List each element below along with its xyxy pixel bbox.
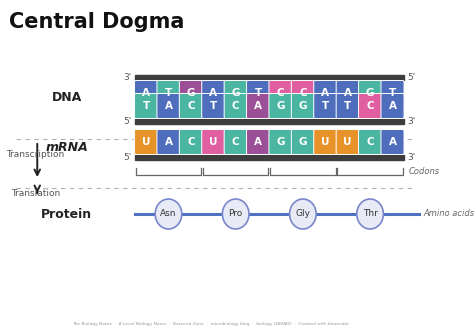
Text: G: G	[299, 137, 307, 147]
FancyBboxPatch shape	[135, 80, 157, 106]
Text: C: C	[232, 101, 239, 111]
Text: DNA: DNA	[51, 91, 82, 104]
Text: G: G	[231, 88, 240, 98]
Text: T: T	[322, 101, 329, 111]
Text: 3': 3'	[407, 153, 416, 162]
Text: C: C	[187, 101, 195, 111]
Text: Protein: Protein	[41, 208, 92, 220]
FancyBboxPatch shape	[224, 94, 247, 119]
FancyBboxPatch shape	[179, 80, 202, 106]
Text: G: G	[366, 88, 374, 98]
FancyBboxPatch shape	[224, 129, 247, 154]
Text: G: G	[276, 137, 285, 147]
Text: A: A	[164, 101, 173, 111]
FancyBboxPatch shape	[202, 94, 225, 119]
FancyBboxPatch shape	[314, 94, 337, 119]
FancyBboxPatch shape	[381, 129, 404, 154]
Text: T: T	[389, 88, 396, 98]
FancyBboxPatch shape	[336, 94, 359, 119]
Text: A: A	[254, 101, 262, 111]
Text: Asn: Asn	[160, 209, 177, 218]
Text: G: G	[187, 88, 195, 98]
Text: 5': 5'	[123, 117, 131, 126]
Text: A: A	[321, 88, 329, 98]
Text: Transcription: Transcription	[6, 150, 64, 159]
Text: C: C	[366, 101, 374, 111]
Text: 5': 5'	[407, 73, 416, 82]
Text: Codons: Codons	[409, 167, 440, 176]
FancyBboxPatch shape	[269, 94, 292, 119]
Text: A: A	[209, 88, 217, 98]
Text: U: U	[209, 137, 218, 147]
Text: U: U	[344, 137, 352, 147]
Bar	[135, 75, 404, 80]
Text: C: C	[232, 137, 239, 147]
Text: 3': 3'	[407, 117, 416, 126]
Bar	[135, 155, 404, 160]
Text: G: G	[299, 101, 307, 111]
FancyBboxPatch shape	[314, 129, 337, 154]
Text: C: C	[187, 137, 195, 147]
Text: A: A	[142, 88, 150, 98]
Text: 3': 3'	[123, 73, 131, 82]
Bar	[135, 119, 404, 124]
Text: A: A	[254, 137, 262, 147]
Text: C: C	[299, 88, 307, 98]
Text: G: G	[276, 101, 285, 111]
FancyBboxPatch shape	[269, 80, 292, 106]
Text: U: U	[142, 137, 150, 147]
FancyBboxPatch shape	[292, 129, 314, 154]
FancyBboxPatch shape	[292, 94, 314, 119]
FancyBboxPatch shape	[135, 94, 157, 119]
FancyBboxPatch shape	[179, 94, 202, 119]
Text: A: A	[389, 101, 396, 111]
Text: Pro: Pro	[228, 209, 243, 218]
FancyBboxPatch shape	[358, 80, 382, 106]
Circle shape	[222, 199, 249, 229]
Text: U: U	[321, 137, 329, 147]
Text: Translation: Translation	[11, 189, 60, 198]
Circle shape	[357, 199, 383, 229]
Text: Thr: Thr	[363, 209, 377, 218]
FancyBboxPatch shape	[157, 80, 180, 106]
Text: T: T	[142, 101, 150, 111]
Text: C: C	[277, 88, 284, 98]
Text: T: T	[210, 101, 217, 111]
FancyBboxPatch shape	[269, 129, 292, 154]
Text: A: A	[344, 88, 352, 98]
FancyBboxPatch shape	[381, 80, 404, 106]
FancyBboxPatch shape	[179, 129, 202, 154]
Text: C: C	[366, 137, 374, 147]
FancyBboxPatch shape	[381, 94, 404, 119]
FancyBboxPatch shape	[135, 129, 157, 154]
Text: A: A	[164, 137, 173, 147]
FancyBboxPatch shape	[202, 80, 225, 106]
Text: The Biology Notes  ·  A Level Biology Notes  ·  Bacteria Zone  ·  microbiology b: The Biology Notes · A Level Biology Note…	[72, 322, 349, 326]
FancyBboxPatch shape	[314, 80, 337, 106]
FancyBboxPatch shape	[246, 94, 270, 119]
Text: Central Dogma: Central Dogma	[9, 12, 184, 32]
FancyBboxPatch shape	[157, 94, 180, 119]
FancyBboxPatch shape	[358, 94, 382, 119]
Text: T: T	[255, 88, 262, 98]
FancyBboxPatch shape	[358, 129, 382, 154]
Text: A: A	[389, 137, 396, 147]
FancyBboxPatch shape	[336, 129, 359, 154]
Text: mRNA: mRNA	[45, 141, 88, 154]
FancyBboxPatch shape	[246, 80, 270, 106]
FancyBboxPatch shape	[336, 80, 359, 106]
FancyBboxPatch shape	[157, 129, 180, 154]
Text: 5': 5'	[123, 153, 131, 162]
FancyBboxPatch shape	[224, 80, 247, 106]
FancyBboxPatch shape	[202, 129, 225, 154]
Circle shape	[155, 199, 182, 229]
Circle shape	[290, 199, 316, 229]
FancyBboxPatch shape	[246, 129, 270, 154]
Text: T: T	[344, 101, 351, 111]
FancyBboxPatch shape	[292, 80, 314, 106]
Text: Gly: Gly	[295, 209, 310, 218]
Text: T: T	[165, 88, 172, 98]
Text: Amino acids: Amino acids	[423, 209, 474, 218]
